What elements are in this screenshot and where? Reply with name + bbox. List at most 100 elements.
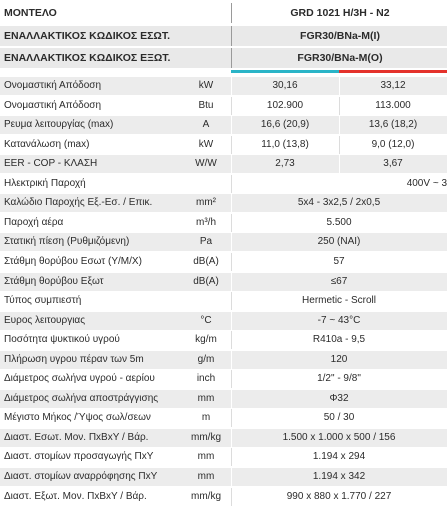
column-divider — [231, 155, 232, 174]
column-divider — [231, 116, 232, 135]
model-header-row: ΜΟΝΤΕΛΟ GRD 1021 H/3H - N2 — [0, 3, 447, 23]
spec-label: Στάθμη θορύβου Εσωτ (Υ/Μ/Χ) — [4, 255, 142, 267]
spec-label: Πλήρωση υγρου πέραν των 5m — [4, 353, 144, 365]
spec-unit: mm — [197, 451, 215, 463]
spec-unit: mm/kg — [191, 490, 221, 502]
spec-value: 1.194 x 294 — [312, 451, 366, 463]
spec-unit: mm — [197, 392, 215, 404]
spec-value: 57 — [333, 255, 345, 267]
heating-color-bar — [339, 70, 447, 73]
alt-indoor-value: FGR30/BNa-M(I) — [300, 30, 380, 42]
spec-value: 5.500 — [326, 216, 352, 228]
spec-label: Διαστ. στομίων αναρρόφησης ΠxΥ — [4, 471, 158, 482]
column-divider — [231, 389, 232, 408]
column-divider — [231, 331, 232, 350]
spec-label: Ονομαστική Απόδοση — [4, 80, 102, 91]
spec-label: Τύπος συμπιεστή — [4, 295, 82, 307]
column-divider — [231, 135, 232, 154]
alt-outdoor-label: ΕΝΑΛΛΑΚΤΙΚΟΣ ΚΩΔΙΚΟΣ ΕΞΩΤ. — [4, 52, 171, 64]
heating-value: 113.000 — [375, 99, 411, 111]
spec-unit: kW — [198, 138, 214, 150]
column-divider — [231, 252, 232, 271]
spec-label: Ρευμα λειτουργίας (max) — [4, 119, 114, 131]
spec-row: Ποσότητα ψυκτικού υγρού kg/m R410a - 9,5 — [0, 331, 447, 350]
spec-value: 1.194 x 342 — [312, 471, 366, 482]
spec-value: 990 x 880 x 1.770 / 227 — [286, 490, 392, 502]
spec-row: Στατική πίεση (Ρυθμιζόμενη) Pa 250 (ΝΑΙ) — [0, 233, 447, 252]
spec-row: Διάμετρος σωλήνα αποστράγγισης mm Φ32 — [0, 389, 447, 408]
spec-label: Διάμετρος σωλήνα αποστράγγισης — [4, 392, 159, 404]
spec-value: 250 (ΝΑΙ) — [317, 236, 361, 248]
spec-row: Στάθμη θορύβου Εσωτ (Υ/Μ/Χ) dB(A) 57 — [0, 252, 447, 271]
spec-unit: Pa — [199, 236, 213, 248]
spec-unit: m — [201, 412, 211, 424]
heating-value: 13,6 (18,2) — [368, 119, 418, 131]
column-divider — [231, 174, 232, 193]
spec-unit: g/m — [197, 353, 215, 365]
spec-row: Μέγιστο Μήκος /Ύψος σωλ/σεων m 50 / 30 — [0, 409, 447, 428]
spec-row: Στάθμη θορύβου Εξωτ dB(A) ≤67 — [0, 272, 447, 291]
column-divider — [231, 292, 232, 311]
spec-row: Ονομαστική Απόδοση kW 30,16 33,12 — [0, 77, 447, 95]
column-divider — [231, 3, 232, 23]
spec-unit: mm² — [196, 197, 216, 209]
spec-value: Hermetic - Scroll — [302, 295, 376, 307]
spec-value: 5x4 - 3x2,5 / 2x0,5 — [297, 197, 381, 209]
column-divider — [231, 194, 232, 213]
spec-value: 50 / 30 — [323, 412, 355, 424]
column-divider — [231, 468, 232, 486]
spec-row: Καλώδιο Παροχής Εξ.-Εσ. / Επικ. mm² 5x4 - … — [0, 194, 447, 213]
spec-row: Διάμετρος σωλήνα υγρού - αερίου inch 1/2" … — [0, 370, 447, 389]
column-divider — [339, 116, 340, 135]
spec-unit: inch — [196, 373, 216, 385]
spec-value: -7 ~ 43°C — [317, 314, 361, 326]
alt-indoor-row: ΕΝΑΛΛΑΚΤΙΚΟΣ ΚΩΔΙΚΟΣ ΕΣΩΤ. FGR30/BNa-M(I… — [0, 26, 447, 46]
spec-row: Τύπος συμπιεστή Hermetic - Scroll — [0, 292, 447, 311]
spec-unit: °C — [200, 314, 212, 326]
spec-row: Κατανάλωση (max) kW 11,0 (13,8) 9,0 (12,0) — [0, 135, 447, 154]
spec-value: 1/2" - 9/8" — [317, 373, 361, 385]
spec-value: 120 — [330, 353, 348, 365]
spec-value: ≤67 — [330, 275, 348, 287]
column-divider — [339, 96, 340, 115]
column-divider — [231, 48, 232, 68]
spec-label: Μέγιστο Μήκος /Ύψος σωλ/σεων — [4, 412, 151, 424]
heating-value: 3,67 — [383, 158, 403, 170]
column-divider — [231, 448, 232, 467]
spec-unit: kg/m — [195, 334, 217, 346]
spec-label: Διαστ. στομίων προσαγωγής ΠxΥ — [4, 451, 154, 463]
cooling-color-bar — [231, 70, 339, 73]
spec-label: Ποσότητα ψυκτικού υγρού — [4, 334, 120, 346]
column-divider — [231, 370, 232, 389]
column-divider — [231, 350, 232, 369]
column-divider — [231, 26, 232, 46]
column-divider — [231, 409, 232, 428]
spec-label: Διάμετρος σωλήνα υγρού - αερίου — [4, 373, 155, 385]
column-divider — [231, 487, 232, 506]
spec-unit: A — [202, 119, 210, 131]
column-divider — [231, 311, 232, 330]
spec-unit: mm/kg — [191, 431, 221, 443]
spec-label: EER - COP - ΚΛΑΣΗ — [4, 158, 98, 170]
spec-row: Ρευμα λειτουργίας (max) A 16,6 (20,9) 13,6 … — [0, 116, 447, 135]
spec-unit: Btu — [198, 99, 214, 111]
cooling-value: 11,0 (13,8) — [261, 138, 309, 150]
alt-indoor-label: ΕΝΑΛΛΑΚΤΙΚΟΣ ΚΩΔΙΚΟΣ ΕΣΩΤ. — [4, 30, 171, 42]
column-divider — [231, 213, 232, 232]
column-divider — [339, 155, 340, 174]
spec-row: Ευρος λειτουργιας °C -7 ~ 43°C — [0, 311, 447, 330]
spec-label: Ονομαστική Απόδοση — [4, 99, 102, 111]
spec-label: Ευρος λειτουργιας — [4, 314, 86, 326]
spec-row: Διαστ. Εξωτ. Μον. ΠxΒxΥ / Βάρ. mm/kg 990 x… — [0, 487, 447, 506]
column-divider — [339, 77, 340, 95]
cooling-value: 102.900 — [266, 99, 304, 111]
column-divider — [231, 428, 232, 447]
spec-row: Διαστ. στομίων προσαγωγής ΠxΥ mm 1.194 x 2… — [0, 448, 447, 467]
model-label: ΜΟΝΤΕΛΟ — [4, 7, 57, 19]
column-divider — [231, 233, 232, 252]
cooling-value: 16,6 (20,9) — [260, 119, 310, 131]
spec-label: Παροχή αέρα — [4, 216, 64, 228]
spec-row: EER - COP - ΚΛΑΣΗ W/W 2,73 3,67 — [0, 155, 447, 174]
spec-label: Διαστ. Εσωτ. Μον. ΠxΒxΥ / Βάρ. — [4, 431, 149, 443]
heating-value: 33,12 — [380, 80, 406, 91]
